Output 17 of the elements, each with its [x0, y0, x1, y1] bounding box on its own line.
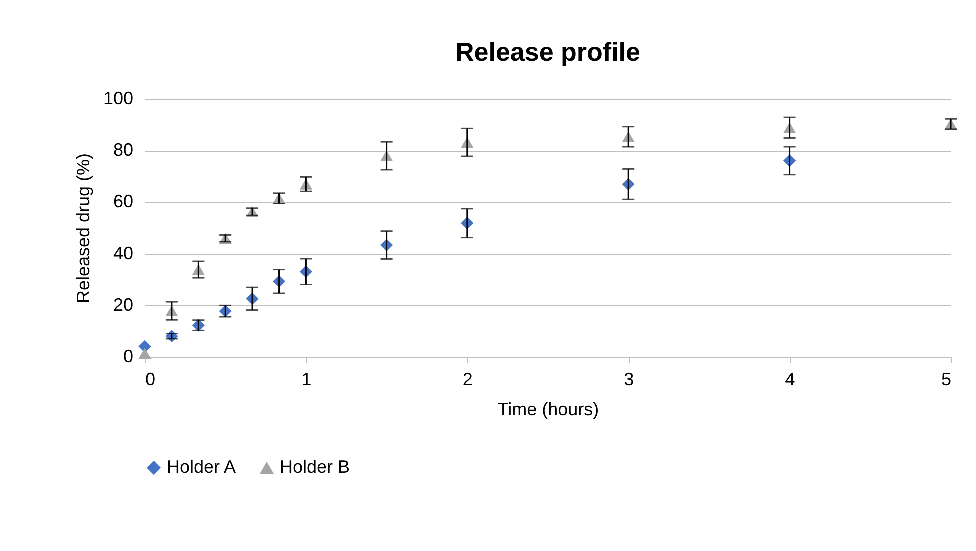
y-axis-title: Released drug (%) — [73, 153, 94, 304]
x-tick-label: 4 — [785, 370, 796, 390]
y-tick-label: 80 — [113, 140, 134, 160]
x-tick-label: 3 — [624, 370, 634, 390]
x-tick-label: 2 — [462, 370, 473, 390]
x-axis-title: Time (hours) — [498, 400, 600, 420]
y-tick-label: 100 — [103, 88, 134, 108]
x-tick-label: 1 — [302, 370, 312, 390]
x-tick-label: 0 — [146, 370, 156, 390]
chart-title: Release profile — [456, 37, 640, 67]
y-tick-label: 0 — [123, 346, 134, 366]
y-tick-label: 40 — [113, 243, 134, 264]
legend-label: Holder B — [280, 457, 350, 477]
legend-label: Holder A — [167, 457, 236, 477]
x-tick-label: 5 — [941, 370, 952, 390]
y-tick-label: 20 — [113, 294, 134, 315]
y-tick-label: 60 — [113, 192, 134, 212]
